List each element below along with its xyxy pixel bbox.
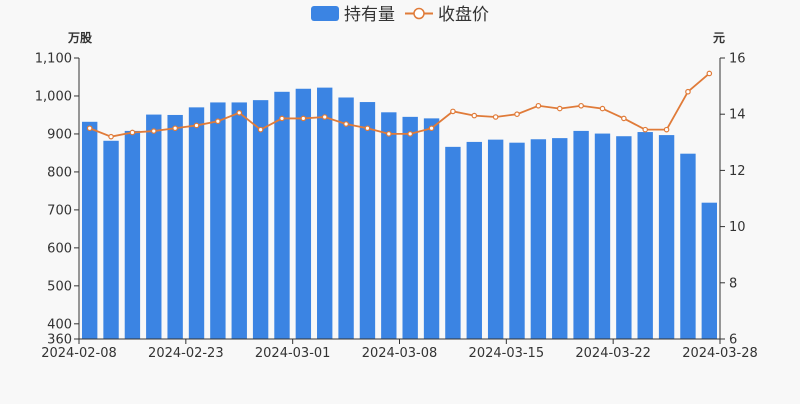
holdings-bar[interactable] [188, 107, 205, 339]
holdings-bar[interactable] [124, 130, 141, 339]
holdings-bar[interactable] [445, 146, 461, 339]
holdings-bar[interactable] [146, 114, 162, 339]
holdings-bar[interactable] [402, 116, 418, 339]
left-axis-tick-label: 900 [47, 127, 72, 142]
price-point[interactable] [364, 125, 371, 132]
price-point[interactable] [279, 115, 285, 122]
price-point[interactable] [450, 108, 456, 115]
x-axis-tick-label: 2024-03-22 [575, 346, 651, 361]
x-axis-tick-label: 2024-03-01 [255, 346, 331, 361]
holdings-bar[interactable] [167, 114, 183, 340]
price-point[interactable] [108, 133, 114, 140]
price-point[interactable] [535, 102, 542, 109]
chart-legend[interactable]: 持有量 收盘价 [311, 5, 489, 25]
price-point[interactable] [321, 114, 328, 120]
holdings-bar[interactable] [552, 138, 568, 339]
price-point[interactable] [193, 122, 200, 129]
price-point[interactable] [236, 109, 243, 116]
left-axis-tick-label: 1,000 [35, 89, 72, 104]
price-point[interactable] [257, 126, 264, 133]
left-axis-tick-label: 1,100 [35, 52, 72, 67]
holdings-bar[interactable] [103, 140, 119, 339]
right-axis-unit: 元 [713, 31, 725, 45]
holdings-bar[interactable] [594, 133, 611, 339]
left-axis-tick-label: 360 [47, 333, 72, 348]
holdings-bar[interactable] [530, 139, 547, 339]
holdings-bar[interactable] [81, 121, 98, 339]
x-axis-tick-label: 2024-03-28 [682, 346, 758, 361]
price-line-series [86, 70, 713, 140]
price-point[interactable] [471, 112, 478, 119]
price-point[interactable] [129, 129, 136, 136]
holdings-bar[interactable] [701, 202, 717, 339]
holdings-bar[interactable] [658, 135, 675, 339]
right-axis-tick-label: 8 [729, 276, 737, 291]
price-point[interactable] [621, 115, 627, 122]
x-axis-tick-label: 2024-02-23 [148, 346, 224, 361]
price-point[interactable] [514, 111, 520, 118]
price-point[interactable] [215, 118, 221, 125]
left-axis-unit: 万股 [67, 30, 93, 45]
x-axis-tick-label: 2024-03-08 [362, 346, 438, 361]
right-axis-tick-label: 16 [729, 52, 746, 67]
holdings-bar[interactable] [295, 88, 312, 339]
price-point[interactable] [300, 115, 307, 122]
holdings-bar[interactable] [423, 118, 440, 339]
left-axis-tick-label: 700 [47, 203, 72, 218]
price-point[interactable] [172, 125, 178, 132]
price-point[interactable] [685, 88, 691, 95]
left-axis-tick-label: 500 [47, 279, 72, 294]
holdings-bar[interactable] [680, 153, 696, 339]
holdings-bar[interactable] [210, 102, 226, 340]
right-axis-tick-label: 10 [729, 220, 746, 235]
price-point[interactable] [428, 125, 435, 132]
holdings-bar[interactable] [487, 139, 504, 339]
holdings-bar[interactable] [359, 102, 376, 339]
legend-marker-price-dot[interactable] [413, 7, 425, 20]
holdings-bar[interactable] [573, 130, 589, 339]
holdings-bar[interactable] [466, 141, 482, 339]
left-axis-tick-label: 800 [47, 165, 72, 180]
legend-label-holdings[interactable]: 持有量 [344, 5, 395, 25]
price-point[interactable] [556, 105, 563, 112]
holdings-bar[interactable] [637, 132, 653, 339]
price-point[interactable] [706, 70, 713, 77]
price-point[interactable] [642, 126, 649, 133]
price-point[interactable] [599, 105, 606, 112]
price-point[interactable] [663, 126, 670, 133]
holdings-bar[interactable] [509, 142, 525, 339]
holdings-bar[interactable] [252, 100, 269, 340]
left-axis-tick-label: 600 [47, 241, 72, 256]
right-axis-tick-label: 14 [729, 108, 746, 123]
holdings-bar[interactable] [274, 91, 290, 339]
price-point[interactable] [492, 114, 499, 120]
price-point[interactable] [86, 125, 93, 132]
price-point[interactable] [578, 102, 584, 109]
legend-marker-holdings[interactable] [311, 6, 339, 21]
price-point[interactable] [343, 121, 349, 127]
holdings-bar[interactable] [616, 136, 632, 339]
legend-label-price[interactable]: 收盘价 [438, 5, 489, 25]
price-point[interactable] [386, 131, 392, 137]
holdings-bars [81, 87, 717, 340]
right-axis-tick-label: 6 [729, 333, 737, 348]
x-axis-tick-label: 2024-03-15 [469, 346, 545, 361]
left-axis-tick-label: 400 [47, 317, 72, 332]
holdings-bar[interactable] [317, 87, 333, 340]
price-line[interactable] [89, 72, 710, 138]
holdings-bar[interactable] [338, 97, 354, 340]
price-point[interactable] [150, 128, 157, 134]
holdings-bar[interactable] [231, 102, 247, 340]
holdings-bar[interactable] [381, 112, 397, 339]
x-axis-tick-label: 2024-02-08 [41, 346, 117, 361]
right-axis-tick-label: 12 [729, 164, 746, 179]
price-point[interactable] [407, 131, 413, 137]
